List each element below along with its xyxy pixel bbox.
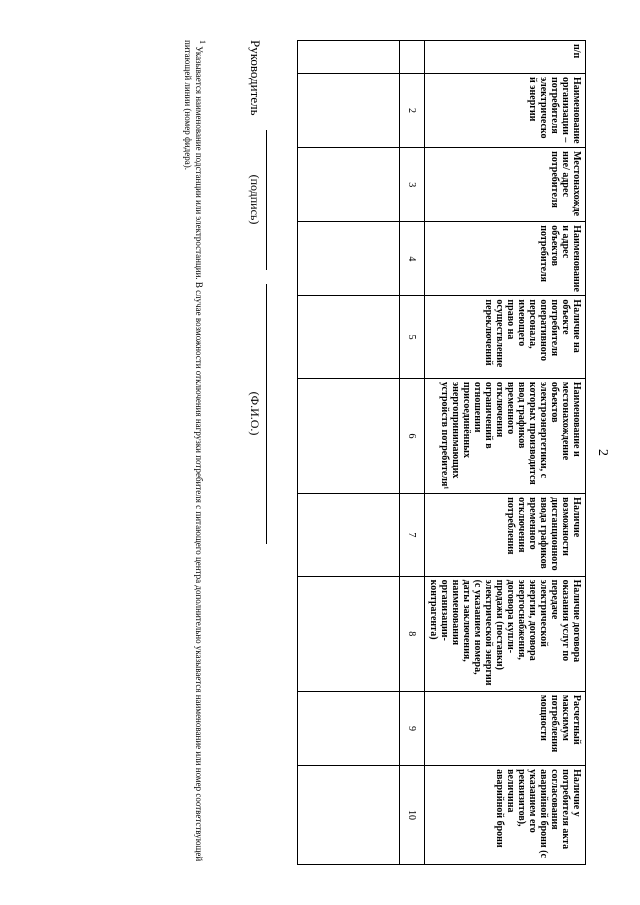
- col-header-2: Местонахождение/ адрес потребителя: [425, 148, 586, 222]
- blank-row: [298, 41, 400, 865]
- colnum-7: 8: [400, 576, 425, 691]
- cell-blank-0: [298, 41, 400, 74]
- colnum-6: 7: [400, 494, 425, 576]
- col-header-9: Наличие у потребителя акта согласования …: [425, 766, 586, 865]
- footnote-marker: 1: [198, 40, 207, 44]
- signature-caption-sig: (подпись): [248, 175, 262, 225]
- cell-blank-4: [298, 296, 400, 378]
- cell-blank-2: [298, 148, 400, 222]
- col-header-7: Наличие договора оказания услуг по перед…: [425, 576, 586, 691]
- number-row: 2 3 4 5 6 7 8 9 10: [400, 41, 425, 865]
- col-header-6: Наличие возможности дистанционного ввода…: [425, 494, 586, 576]
- page: 2 п/п Наименование организации – потреби…: [0, 0, 640, 905]
- colnum-3: 4: [400, 222, 425, 296]
- col-header-8: Расчетный максимум потребления мощности: [425, 691, 586, 765]
- signature-name-block: (Ф.И.О.): [247, 284, 277, 544]
- cell-blank-6: [298, 494, 400, 576]
- signature-underline-2: [266, 284, 267, 544]
- header-row: п/п Наименование организации – потребите…: [425, 41, 586, 865]
- signature-role: Руководитель: [247, 40, 263, 116]
- signature-caption-name: (Ф.И.О.): [248, 392, 262, 436]
- colnum-0: [400, 41, 425, 74]
- footnote: 1 Указывается наименование подстанции ил…: [182, 40, 208, 865]
- page-number: 2: [594, 40, 610, 865]
- cell-blank-1: [298, 73, 400, 147]
- col-header-0: п/п: [425, 41, 586, 74]
- colnum-2: 3: [400, 148, 425, 222]
- cell-blank-8: [298, 691, 400, 765]
- colnum-1: 2: [400, 73, 425, 147]
- col-header-5: Наименование и местонахождение объектов …: [425, 378, 586, 493]
- col-header-1: Наименование организации – потребителя э…: [425, 73, 586, 147]
- colnum-9: 10: [400, 766, 425, 865]
- colnum-5: 6: [400, 378, 425, 493]
- footnote-text: Указывается наименование подстанции или …: [183, 40, 204, 861]
- signature-line: Руководитель (подпись) (Ф.И.О.): [247, 40, 277, 865]
- main-table: п/п Наименование организации – потребите…: [297, 40, 586, 865]
- cell-blank-9: [298, 766, 400, 865]
- cell-blank-3: [298, 222, 400, 296]
- cell-blank-5: [298, 378, 400, 493]
- signature-underline-1: [266, 130, 267, 270]
- signature-sig-block: (подпись): [247, 130, 277, 270]
- cell-blank-7: [298, 576, 400, 691]
- col-header-4: Наличие на объекте потребителя оперативн…: [425, 296, 586, 378]
- col-header-3: Наименование и адрес объектов потребител…: [425, 222, 586, 296]
- colnum-4: 5: [400, 296, 425, 378]
- colnum-8: 9: [400, 691, 425, 765]
